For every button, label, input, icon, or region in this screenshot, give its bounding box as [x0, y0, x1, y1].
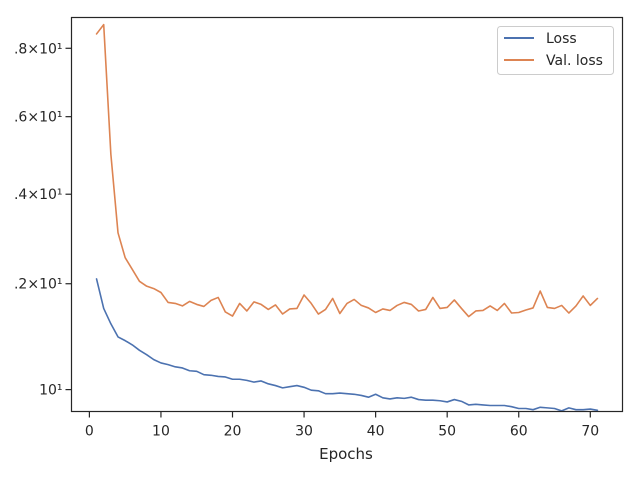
plot-frame — [70, 16, 624, 413]
x-tick-label: 10 — [152, 424, 170, 440]
y-tick-label: .2×10¹ — [14, 277, 63, 293]
plot-lines — [95, 23, 599, 412]
x-tick-label: 0 — [85, 424, 94, 440]
y-tick-label: .4×10¹ — [14, 187, 63, 203]
x-tick-label: 70 — [581, 424, 599, 440]
y-tick-label: .6×10¹ — [14, 110, 63, 126]
x-axis-label: Epochs — [319, 445, 373, 463]
legend-label-val-loss: Val. loss — [546, 53, 603, 69]
x-tick-label: 30 — [295, 424, 313, 440]
x-axis: 0 10 20 30 40 50 60 70 — [85, 411, 599, 440]
y-axis: 10¹ .2×10¹ .4×10¹ .6×10¹ .8×10¹ — [14, 41, 72, 399]
y-tick-label: 10¹ — [39, 383, 62, 399]
x-tick-label: 20 — [224, 424, 242, 440]
x-tick-label: 50 — [438, 424, 456, 440]
y-tick-label: .8×10¹ — [14, 41, 63, 57]
series-line-val-loss — [95, 23, 599, 318]
series-line-loss — [95, 278, 599, 412]
legend-label-loss: Loss — [546, 31, 577, 47]
legend: Loss Val. loss — [497, 26, 614, 75]
x-tick-label: 60 — [510, 424, 528, 440]
x-tick-label: 40 — [367, 424, 385, 440]
